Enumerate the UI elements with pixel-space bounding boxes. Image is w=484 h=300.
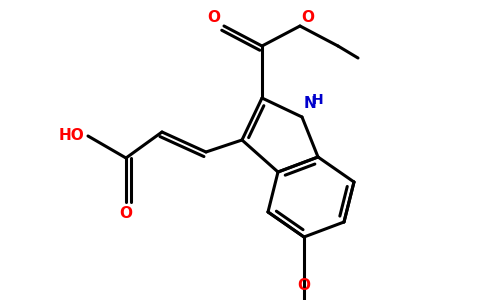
Text: O: O (301, 10, 314, 25)
Text: O: O (120, 206, 133, 221)
Text: HO: HO (58, 128, 84, 143)
Text: N: N (304, 96, 317, 111)
Text: H: H (312, 93, 324, 107)
Text: O: O (298, 278, 311, 293)
Text: O: O (207, 10, 220, 25)
